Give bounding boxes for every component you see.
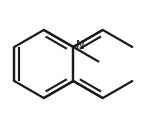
Text: N: N xyxy=(76,39,85,52)
